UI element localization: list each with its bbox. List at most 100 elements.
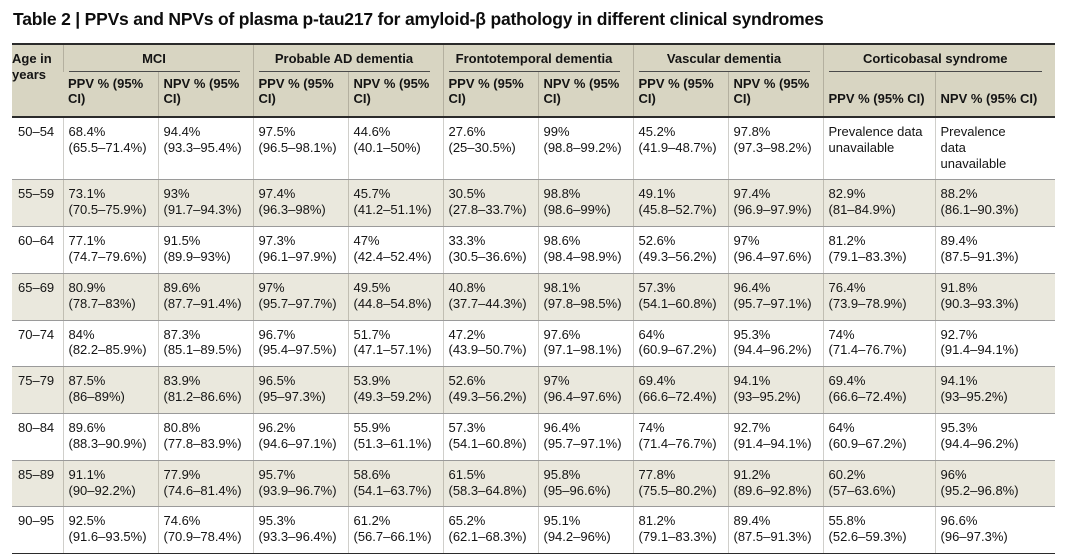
cell-confidence-interval: (44.8–54.8%) bbox=[353, 295, 432, 311]
cell-value: 30.5% bbox=[448, 186, 486, 202]
data-cell: 84% (82.2–85.9%) bbox=[62, 320, 158, 368]
cell-value: 68.4% bbox=[68, 123, 106, 139]
table-title: Table 2 | PPVs and NPVs of plasma p-tau2… bbox=[13, 9, 824, 29]
data-cell: 80.9% (78.7–83%) bbox=[62, 273, 158, 321]
table-row: 70–74 84% (82.2–85.9%) 87.3% (85.1–89.5%) 96.… bbox=[12, 320, 1056, 368]
data-cell: 97% (96.4–97.6%) bbox=[537, 366, 633, 414]
data-cell: 97% (96.4–97.6%) bbox=[727, 226, 824, 274]
data-cell: 49.5% (44.8–54.8%) bbox=[347, 273, 443, 321]
cell-confidence-interval: (27.8–33.7%) bbox=[448, 202, 527, 218]
ppv-subheader-mci: PPV % (95% CI) bbox=[63, 71, 158, 118]
subheader-row: PPV % (95% CI) NPV % (95% CI) PPV % (95%… bbox=[12, 71, 1056, 118]
cell-value: 81.2% bbox=[828, 233, 866, 249]
cell-value: 94.4% bbox=[163, 123, 201, 139]
data-cell: 92.5% (91.6–93.5%) bbox=[62, 506, 158, 554]
cell-confidence-interval: (73.9–78.9%) bbox=[828, 295, 907, 311]
cell-value: 89.6% bbox=[163, 279, 201, 295]
data-cell: 98.6% (98.4–98.9%) bbox=[537, 226, 633, 274]
data-cell: 89.4% (87.5–91.3%) bbox=[934, 226, 1056, 274]
data-cell: 74% (71.4–76.7%) bbox=[822, 320, 936, 368]
cell-value: 77.8% bbox=[638, 466, 676, 482]
data-cell: 64% (60.9–67.2%) bbox=[822, 413, 936, 461]
cell-value: 87.5% bbox=[68, 373, 106, 389]
data-cell: 97% (95.7–97.7%) bbox=[252, 273, 348, 321]
cell-value: 64% bbox=[828, 419, 855, 435]
table-header: Age in years MCI Probable AD dementia Fr… bbox=[12, 44, 1056, 118]
table-row: 60–64 77.1% (74.7–79.6%) 91.5% (89.9–93%) 97.… bbox=[12, 226, 1056, 274]
age-range-cell: 70–74 bbox=[12, 320, 63, 368]
cell-confidence-interval: (40.1–50%) bbox=[353, 139, 421, 155]
cell-value: 97% bbox=[543, 373, 570, 389]
data-cell: 77.8% (75.5–80.2%) bbox=[632, 460, 728, 508]
data-cell: 92.7% (91.4–94.1%) bbox=[727, 413, 824, 461]
table-row: 50–54 68.4% (65.5–71.4%) 94.4% (93.3–95.4%) 9… bbox=[12, 116, 1056, 181]
cell-confidence-interval: (37.7–44.3%) bbox=[448, 295, 527, 311]
cell-value: 53.9% bbox=[353, 373, 391, 389]
data-cell: 95.3% (94.4–96.2%) bbox=[727, 320, 824, 368]
cell-confidence-interval: (90–92.2%) bbox=[68, 482, 136, 498]
data-cell: 92.7% (91.4–94.1%) bbox=[934, 320, 1056, 368]
cell-value: 91.2% bbox=[733, 466, 771, 482]
cell-confidence-interval: (30.5–36.6%) bbox=[448, 248, 527, 264]
cell-confidence-interval: (65.5–71.4%) bbox=[68, 139, 147, 155]
age-column-header: Age in years bbox=[12, 44, 63, 118]
data-cell: 95.3% (93.3–96.4%) bbox=[252, 506, 348, 554]
cell-value: 77.1% bbox=[68, 233, 106, 249]
cell-confidence-interval: (41.9–48.7%) bbox=[638, 139, 717, 155]
table-row: 65–69 80.9% (78.7–83%) 89.6% (87.7–91.4%) 97%… bbox=[12, 273, 1056, 321]
ppv-npv-table: Age in years MCI Probable AD dementia Fr… bbox=[12, 43, 1056, 554]
cell-confidence-interval: (82.2–85.9%) bbox=[68, 342, 147, 358]
group-header-corticobasal-syndrome: Corticobasal syndrome bbox=[822, 44, 1056, 72]
cell-value: 96% bbox=[940, 466, 967, 482]
cell-confidence-interval: (91.7–94.3%) bbox=[163, 202, 242, 218]
cell-value: 82.9% bbox=[828, 186, 866, 202]
cell-value: 92.5% bbox=[68, 513, 106, 529]
cell-confidence-interval: (95.7–97.1%) bbox=[543, 435, 622, 451]
data-cell: 91.2% (89.6–92.8%) bbox=[727, 460, 824, 508]
cell-value: 49.1% bbox=[638, 186, 676, 202]
cell-value: 74% bbox=[828, 326, 855, 342]
cell-value: 51.7% bbox=[353, 326, 391, 342]
cell-value: 55.8% bbox=[828, 513, 866, 529]
cell-confidence-interval: (89.6–92.8%) bbox=[733, 482, 812, 498]
cell-value: 99% bbox=[543, 123, 570, 139]
data-cell: 44.6% (40.1–50%) bbox=[347, 116, 443, 181]
cell-confidence-interval: (93–95.2%) bbox=[940, 389, 1008, 405]
cell-confidence-interval: (96.1–97.9%) bbox=[258, 248, 337, 264]
cell-value: 81.2% bbox=[638, 513, 676, 529]
cell-value: 88.2% bbox=[940, 186, 978, 202]
cell-confidence-interval: (79.1–83.3%) bbox=[638, 529, 717, 545]
npv-subheader-probable-ad-dementia: NPV % (95% CI) bbox=[347, 71, 443, 118]
data-cell: 97.8% (97.3–98.2%) bbox=[727, 116, 824, 181]
data-cell: 80.8% (77.8–83.9%) bbox=[157, 413, 253, 461]
cell-confidence-interval: (54.1–60.8%) bbox=[448, 435, 527, 451]
data-cell: 69.4% (66.6–72.4%) bbox=[632, 366, 728, 414]
cell-confidence-interval: (70.9–78.4%) bbox=[163, 529, 242, 545]
cell-value: 98.1% bbox=[543, 279, 581, 295]
group-header-row: Age in years MCI Probable AD dementia Fr… bbox=[12, 44, 1056, 118]
cell-value: 84% bbox=[68, 326, 95, 342]
cell-value: 80.9% bbox=[68, 279, 106, 295]
cell-value: 83.9% bbox=[163, 373, 201, 389]
cell-confidence-interval: (79.1–83.3%) bbox=[828, 248, 907, 264]
cell-value: 52.6% bbox=[448, 373, 486, 389]
cell-confidence-interval: (93.3–96.4%) bbox=[258, 529, 337, 545]
cell-value: 91.1% bbox=[68, 466, 106, 482]
cell-confidence-interval: (47.1–57.1%) bbox=[353, 342, 432, 358]
age-range-cell: 50–54 bbox=[12, 116, 63, 181]
cell-value: 61.2% bbox=[353, 513, 391, 529]
data-cell: 97.4% (96.9–97.9%) bbox=[727, 179, 824, 228]
cell-confidence-interval: (96.4–97.6%) bbox=[543, 389, 622, 405]
cell-confidence-interval: (98.4–98.9%) bbox=[543, 248, 622, 264]
data-cell: 27.6% (25–30.5%) bbox=[442, 116, 538, 181]
data-cell: 33.3% (30.5–36.6%) bbox=[442, 226, 538, 274]
cell-value: 95.3% bbox=[258, 513, 296, 529]
cell-confidence-interval: (52.6–59.3%) bbox=[828, 529, 907, 545]
data-cell: 65.2% (62.1–68.3%) bbox=[442, 506, 538, 554]
cell-value: 97.8% bbox=[733, 123, 771, 139]
cell-confidence-interval: (54.1–60.8%) bbox=[638, 295, 717, 311]
ppv-subheader-frontotemporal-dementia: PPV % (95% CI) bbox=[442, 71, 538, 118]
cell-confidence-interval: (95.7–97.7%) bbox=[258, 295, 337, 311]
cell-value: 94.1% bbox=[940, 373, 978, 389]
data-cell: 98.8% (98.6–99%) bbox=[537, 179, 633, 228]
